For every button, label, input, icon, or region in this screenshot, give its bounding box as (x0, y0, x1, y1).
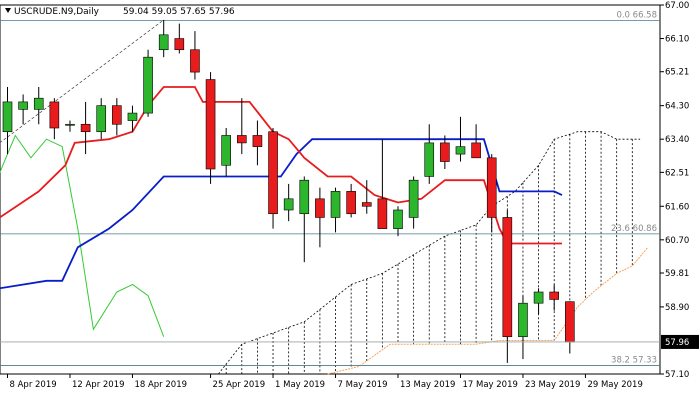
candle-bear (315, 198, 325, 218)
y-tick-label: 61.60 (665, 202, 689, 212)
candle-bull (424, 142, 435, 177)
x-tick-label: 23 May 2019 (525, 380, 580, 390)
y-tick-label: 57.10 (665, 370, 689, 380)
candle-bear (361, 202, 372, 207)
symbol-label: USCRUDE.N9,Daily (14, 7, 100, 17)
ohlc-values: 59.04 59.05 57.65 57.96 (123, 7, 235, 17)
candle-bull (533, 291, 544, 304)
candle-bull (408, 179, 419, 218)
candle-bull (96, 105, 107, 133)
cloud-bottom-line (327, 246, 649, 375)
candle-bear (252, 135, 263, 147)
y-tick-label: 62.51 (665, 168, 689, 178)
y-tick-label: 67.00 (665, 1, 689, 11)
x-tick-label: 8 Apr 2019 (10, 380, 57, 390)
y-tick-label: 65.21 (665, 68, 689, 78)
fib-level-label: 38.2 57.33 (611, 355, 657, 365)
x-tick-label: 12 Apr 2019 (72, 380, 125, 390)
candle-bull (2, 101, 13, 133)
fib-level-label: 0.0 66.58 (616, 11, 657, 21)
y-tick-label: 66.10 (665, 35, 689, 45)
y-tick-label: 58.90 (665, 303, 689, 313)
last-price-tag (661, 334, 699, 349)
x-tick-label: 13 May 2019 (400, 380, 455, 390)
trend-dashed-line (0, 19, 164, 144)
x-tick-label: 7 May 2019 (338, 380, 388, 390)
green-indicator-line (0, 134, 165, 337)
cloud-top-line (218, 131, 641, 375)
candle-bear (49, 101, 60, 129)
candle-bull (33, 97, 44, 110)
y-tick-label: 60.70 (665, 236, 689, 246)
candle-bear (174, 38, 185, 51)
red-indicator-line (0, 86, 562, 245)
candle-bull (455, 146, 466, 155)
candle-bear (80, 123, 91, 133)
x-tick-label: 25 Apr 2019 (213, 380, 266, 390)
candle-bull (18, 101, 28, 110)
x-tick-label: 1 May 2019 (275, 380, 325, 390)
last-price-label: 57.96 (665, 338, 689, 348)
candle-bull (330, 191, 341, 218)
candle-bear (471, 142, 481, 159)
candle-bear (190, 49, 200, 73)
candle-bull (299, 179, 310, 215)
candle-bull (283, 198, 294, 211)
candle-bear (565, 301, 575, 343)
y-tick-label: 59.81 (665, 269, 689, 279)
candle-bear (268, 131, 278, 215)
candle-bull (158, 34, 169, 51)
candle-bull (65, 123, 75, 126)
blue-indicator-line (0, 138, 563, 290)
candle-bear (237, 135, 247, 144)
candle-bear (205, 79, 216, 170)
x-tick-label: 18 Apr 2019 (134, 380, 187, 390)
candle-bear (502, 217, 513, 338)
candle-bull (143, 56, 153, 114)
candle-bull (518, 302, 528, 338)
candle-bear (377, 198, 388, 229)
x-tick-label: 17 May 2019 (462, 380, 517, 390)
candle-bull (127, 112, 138, 121)
candle-bear (549, 291, 560, 300)
candle-bull (393, 209, 403, 229)
candle-bear (112, 105, 122, 125)
y-tick-label: 63.40 (665, 135, 689, 145)
x-tick-label: 29 May 2019 (587, 380, 642, 390)
axes: 67.00 66.10 65.21 64.30 63.40 62.51 61.60 60.70… (7, 1, 699, 390)
candle-bear (346, 191, 356, 215)
candle-bear (440, 142, 450, 162)
candle-bear (486, 157, 497, 218)
chart-header: USCRUDE.N9,Daily 59.04 59.05 57.65 57.96 (5, 7, 235, 17)
plot-area (0, 4, 661, 375)
y-tick-label: 64.30 (665, 102, 689, 112)
chart-marks: 0.0 66.58 23.6 60.86 38.2 57.33 (0, 11, 660, 375)
plot-frame (0, 4, 661, 375)
candle-bull (221, 135, 231, 166)
symbol-menu-icon[interactable] (5, 8, 11, 13)
fib-level-label: 23.6 60.86 (611, 224, 657, 234)
